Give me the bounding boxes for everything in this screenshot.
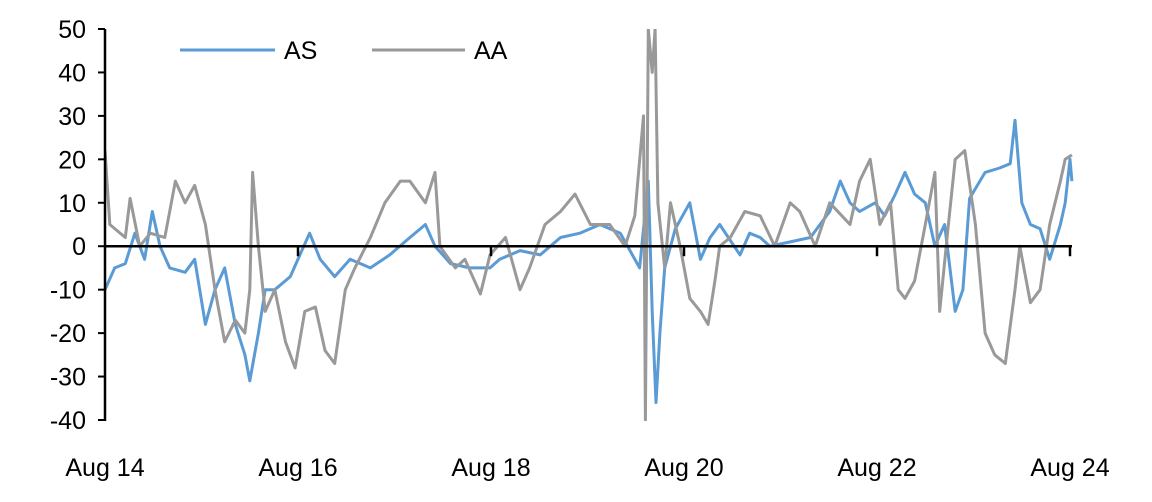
y-tick-label: 50 <box>58 16 86 44</box>
y-tick-label: -40 <box>50 407 86 435</box>
y-tick-label: 20 <box>58 146 86 174</box>
series-line-aa <box>105 29 1073 421</box>
legend: AS AA <box>180 37 508 65</box>
y-tick-label: 0 <box>72 233 86 261</box>
y-tick-label: 30 <box>58 103 86 131</box>
x-tick-label: Aug 24 <box>1030 454 1109 482</box>
y-axis-ticks: 50 40 30 20 10 0 -10 -20 -30 -40 <box>50 16 86 435</box>
axes <box>98 28 1072 421</box>
y-tick-label: -10 <box>50 277 86 305</box>
y-tick-label: 10 <box>58 190 86 218</box>
y-tick-label: 40 <box>58 59 86 87</box>
y-tick-label: -20 <box>50 320 86 348</box>
x-tick-label: Aug 22 <box>837 454 916 482</box>
y-tick-label: -30 <box>50 364 86 392</box>
legend-label-aa: AA <box>474 37 508 65</box>
x-tick-label: Aug 16 <box>258 454 337 482</box>
x-tick-label: Aug 14 <box>65 454 144 482</box>
x-axis-ticks: Aug 14 Aug 16 Aug 18 Aug 20 Aug 22 Aug 24 <box>65 454 1109 482</box>
legend-label-as: AS <box>284 37 317 65</box>
x-tick-label: Aug 20 <box>644 454 723 482</box>
series-group <box>105 29 1074 421</box>
x-tick-label: Aug 18 <box>451 454 530 482</box>
